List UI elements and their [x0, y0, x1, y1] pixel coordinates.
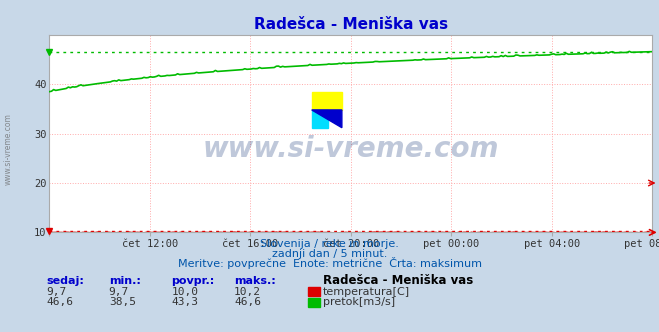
Text: 46,6: 46,6: [46, 297, 73, 307]
Text: 46,6: 46,6: [234, 297, 261, 307]
Text: 10,2: 10,2: [234, 287, 261, 297]
Bar: [312, 92, 342, 110]
Text: 10,0: 10,0: [171, 287, 198, 297]
Text: temperatura[C]: temperatura[C]: [323, 287, 410, 297]
Text: min.:: min.:: [109, 276, 140, 286]
Text: www.si-vreme.com: www.si-vreme.com: [203, 135, 499, 163]
Text: 9,7: 9,7: [46, 287, 67, 297]
Text: pretok[m3/s]: pretok[m3/s]: [323, 297, 395, 307]
Text: Meritve: povprečne  Enote: metrične  Črta: maksimum: Meritve: povprečne Enote: metrične Črta:…: [177, 257, 482, 269]
Text: www.si-vreme.com: www.si-vreme.com: [3, 114, 13, 185]
Polygon shape: [312, 110, 342, 128]
Text: 9,7: 9,7: [109, 287, 129, 297]
Text: sedaj:: sedaj:: [46, 276, 84, 286]
Text: povpr.:: povpr.:: [171, 276, 215, 286]
Text: Radešca - Meniška vas: Radešca - Meniška vas: [323, 274, 473, 287]
Title: Radešca - Meniška vas: Radešca - Meniška vas: [254, 17, 448, 32]
Bar: [312, 110, 328, 128]
Text: 38,5: 38,5: [109, 297, 136, 307]
Text: zadnji dan / 5 minut.: zadnji dan / 5 minut.: [272, 249, 387, 259]
Text: 43,3: 43,3: [171, 297, 198, 307]
Text: maks.:: maks.:: [234, 276, 275, 286]
Text: Slovenija / reke in morje.: Slovenija / reke in morje.: [260, 239, 399, 249]
